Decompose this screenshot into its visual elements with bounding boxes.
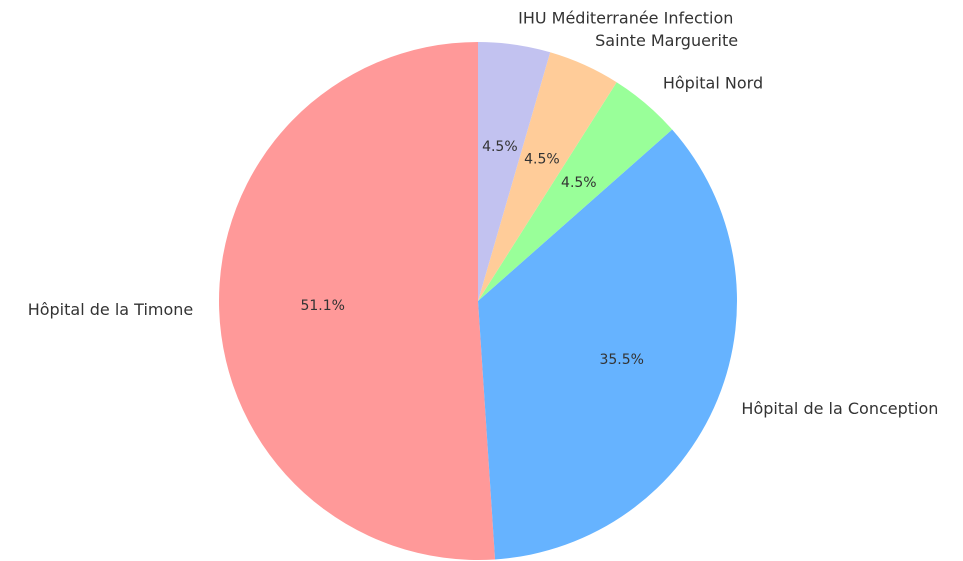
pie-slice xyxy=(478,129,737,560)
pie-slice xyxy=(478,42,551,301)
slice-label: Hôpital de la Timone xyxy=(28,300,194,319)
value-label: 35.5% xyxy=(599,352,643,368)
slice-label: Hôpital Nord xyxy=(663,74,763,93)
value-label: 4.5% xyxy=(561,175,597,191)
slice-label: Sainte Marguerite xyxy=(595,31,738,50)
value-label: 4.5% xyxy=(482,139,518,155)
slice-label: IHU Méditerranée Infection xyxy=(518,8,733,27)
value-label: 51.1% xyxy=(300,298,344,314)
value-label: 4.5% xyxy=(524,151,560,167)
pie-slice xyxy=(478,82,673,302)
pie-slice xyxy=(478,52,617,301)
slice-label: Hôpital de la Conception xyxy=(741,399,938,418)
pie-slice xyxy=(219,42,496,560)
